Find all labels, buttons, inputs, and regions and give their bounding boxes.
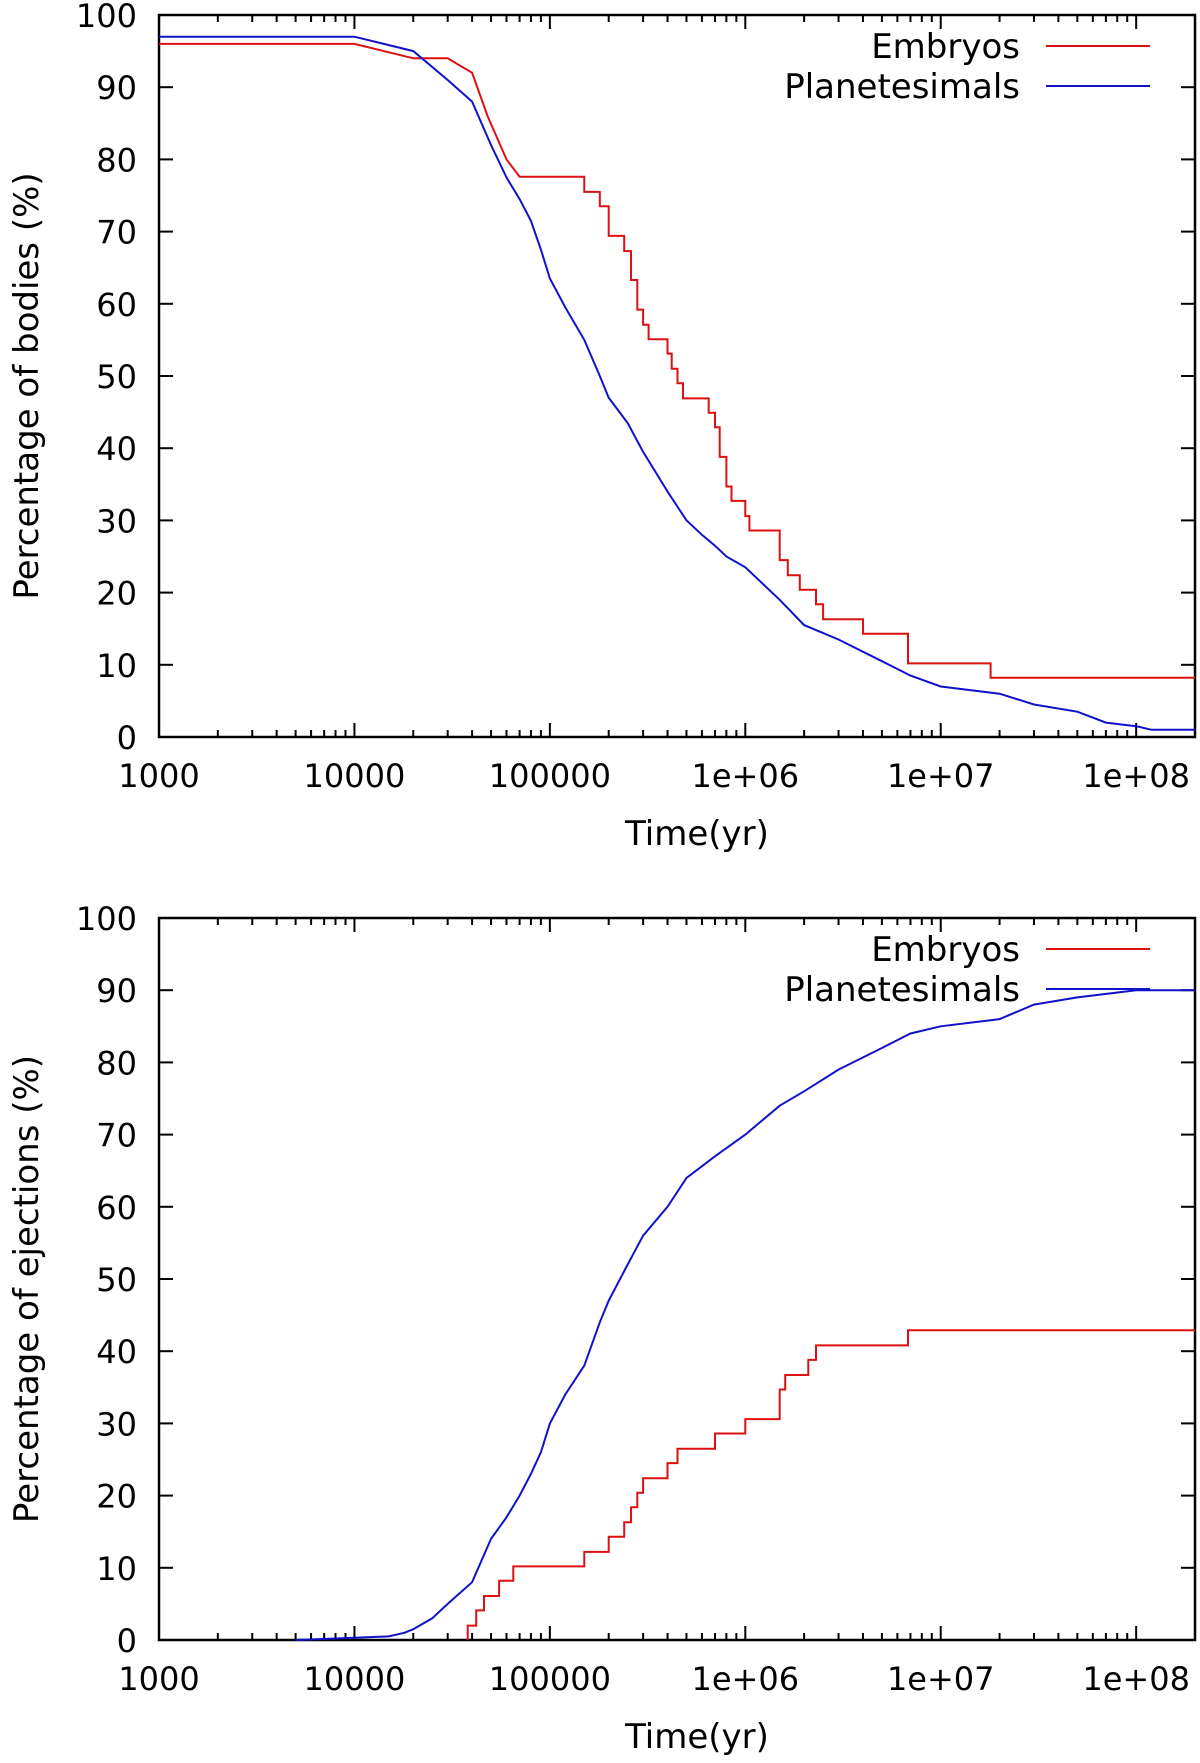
y-tick-label: 10	[96, 1550, 137, 1588]
y-tick-label: 50	[96, 358, 137, 396]
y-tick-label: 20	[96, 575, 137, 613]
x-tick-label: 100000	[489, 1660, 611, 1698]
legend-label-embryos: Embryos	[871, 27, 1020, 67]
x-tick-label: 1e+06	[692, 757, 800, 795]
x-axis-title: Time(yr)	[624, 814, 769, 854]
y-tick-label: 70	[96, 1117, 137, 1155]
chart-panel-1: 0 10 20 30 40 50 60 70 80 90 100 1000 10000 100000 1e+…	[7, 0, 1197, 854]
x-tick-label: 1e+07	[887, 1660, 995, 1698]
y-tick-label: 100	[76, 0, 137, 35]
series-line-embryos	[159, 42, 1195, 679]
chart-panel-2: 0 10 20 30 40 50 60 70 80 90 100 1000 10000 100000 1e+…	[7, 900, 1197, 1757]
y-tick-label: 10	[96, 647, 137, 685]
x-tick-label: 1e+06	[692, 1660, 800, 1698]
x-tick-label: 100000	[489, 757, 611, 795]
y-tick-label: 40	[96, 430, 137, 468]
legend-label-planetesimals: Planetesimals	[784, 970, 1020, 1010]
y-tick-label: 90	[96, 972, 137, 1010]
y-tick-label: 80	[96, 1044, 137, 1082]
series-line-planetesimals	[159, 35, 1195, 731]
x-axis-title: Time(yr)	[624, 1717, 769, 1757]
y-tick-label: 30	[96, 1405, 137, 1443]
series-line-planetesimals	[295, 989, 1195, 1641]
x-tick-label: 1000	[118, 757, 199, 795]
y-axis-title: Percentage of bodies (%)	[7, 172, 47, 599]
x-tick-label: 1e+08	[1082, 1660, 1190, 1698]
x-tick-label: 10000	[304, 1660, 406, 1698]
x-tick-label: 1000	[118, 1660, 199, 1698]
y-tick-label: 80	[96, 141, 137, 179]
y-tick-label: 0	[117, 719, 137, 757]
y-tick-label: 70	[96, 214, 137, 252]
y-tick-label: 60	[96, 286, 137, 324]
y-axis-title: Percentage of ejections (%)	[7, 1055, 47, 1523]
y-tick-label: 50	[96, 1261, 137, 1299]
legend-label-planetesimals: Planetesimals	[784, 67, 1020, 107]
y-tick-label: 30	[96, 502, 137, 540]
y-tick-label: 40	[96, 1333, 137, 1371]
x-tick-label: 1e+07	[887, 757, 995, 795]
y-tick-label: 20	[96, 1478, 137, 1516]
y-tick-label: 60	[96, 1189, 137, 1227]
y-tick-label: 100	[76, 900, 137, 938]
series-line-embryos	[466, 1329, 1195, 1640]
y-tick-label: 90	[96, 69, 137, 107]
legend-label-embryos: Embryos	[871, 930, 1020, 970]
plot-frame	[157, 916, 1197, 1642]
y-tick-label: 0	[117, 1622, 137, 1660]
x-tick-label: 1e+08	[1082, 757, 1190, 795]
x-tick-label: 10000	[304, 757, 406, 795]
